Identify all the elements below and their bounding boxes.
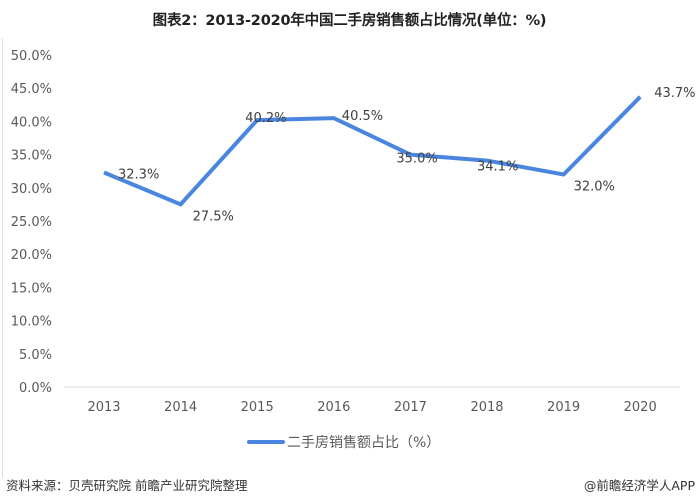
y-tick-label: 40.0%	[11, 115, 52, 130]
data-label: 34.1%	[477, 160, 518, 175]
data-label: 32.3%	[118, 168, 159, 183]
x-tick-label: 2013	[87, 400, 120, 415]
chart-frame-border	[2, 38, 3, 478]
line-chart: 0.0% 5.0% 10.0% 15.0% 20.0% 25.0% 30.0% 35.0% 40…	[11, 49, 696, 415]
data-label: 40.5%	[342, 109, 383, 124]
series-line	[103, 95, 642, 207]
chart-title: 图表2：2013-2020年中国二手房销售额占比情况(单位：%)	[152, 13, 547, 29]
y-tick-label: 15.0%	[11, 281, 52, 296]
y-tick-label: 5.0%	[19, 348, 52, 363]
data-label: 32.0%	[574, 180, 615, 195]
y-axis: 0.0% 5.0% 10.0% 15.0% 20.0% 25.0% 30.0% 35.0% 40…	[11, 49, 52, 396]
data-label: 27.5%	[193, 209, 234, 224]
x-tick-label: 2014	[164, 400, 197, 415]
source-note: 资料来源：贝壳研究院 前瞻产业研究院整理	[6, 478, 248, 493]
y-tick-label: 25.0%	[11, 215, 52, 230]
y-tick-label: 0.0%	[19, 381, 52, 396]
legend: 二手房销售额占比（%）	[247, 432, 440, 452]
x-axis: 2013 2014 2015 2016 2017 2018 2019 2020	[87, 400, 656, 415]
data-label: 43.7%	[654, 86, 695, 101]
y-tick-label: 50.0%	[11, 49, 52, 64]
x-tick-label: 2017	[394, 400, 427, 415]
x-tick-label: 2018	[470, 400, 503, 415]
x-tick-label: 2020	[624, 400, 657, 415]
y-tick-label: 30.0%	[11, 182, 52, 197]
y-tick-label: 10.0%	[11, 315, 52, 330]
credit-note: @前瞻经济学人APP	[583, 478, 695, 493]
legend-label: 二手房销售额占比（%）	[287, 435, 441, 451]
y-tick-label: 20.0%	[11, 248, 52, 263]
x-tick-label: 2015	[241, 400, 274, 415]
y-tick-label: 35.0%	[11, 149, 52, 164]
y-tick-label: 45.0%	[11, 82, 52, 97]
data-label: 35.0%	[396, 152, 437, 167]
x-tick-label: 2016	[317, 400, 350, 415]
data-label: 40.2%	[245, 111, 286, 126]
data-labels: 32.3% 27.5% 40.2% 40.5% 35.0% 34.1% 32.0% 43.7%	[118, 86, 696, 225]
x-tick-label: 2019	[547, 400, 580, 415]
legend-line-swatch	[247, 440, 285, 444]
